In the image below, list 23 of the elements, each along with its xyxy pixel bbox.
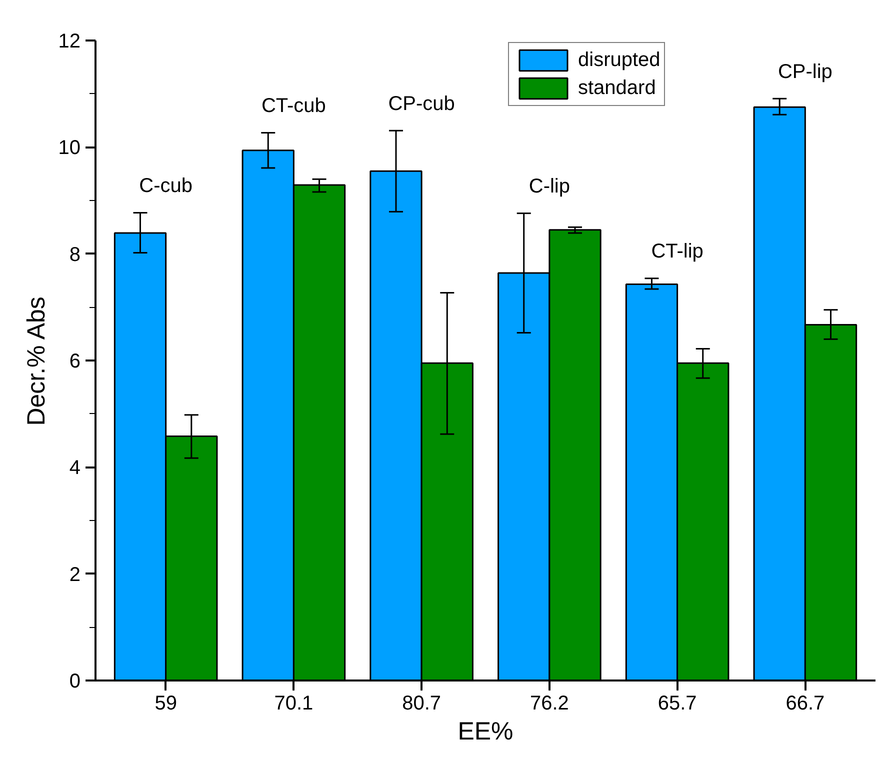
y-tick-label: 12: [58, 30, 81, 52]
legend-label: standard: [578, 76, 656, 100]
x-axis-title: EE%: [458, 718, 514, 746]
x-tick-label: 80.7: [402, 692, 442, 714]
x-tick-label: 76.2: [530, 692, 569, 714]
y-tick-label: 2: [69, 564, 80, 586]
y-axis-title: Decr.% Abs: [22, 296, 50, 426]
annotation: CT-lip: [651, 240, 704, 263]
x-tick-label: 66.7: [786, 692, 825, 714]
y-tick-label: 8: [69, 244, 80, 266]
y-tick-label: 6: [69, 350, 80, 372]
annotation: C-lip: [528, 176, 570, 198]
y-tick-label: 0: [69, 670, 80, 692]
y-tick-label: 4: [69, 457, 80, 480]
y-tick-label: 10: [58, 137, 81, 160]
x-tick-label: 65.7: [658, 692, 697, 714]
annotation: C-cub: [139, 175, 193, 198]
annotation: CT-cub: [261, 95, 326, 118]
annotation: CP-cub: [388, 92, 455, 115]
x-tick-label: 59: [154, 692, 177, 714]
x-tick-label: 70.1: [274, 692, 314, 714]
annotation: CP-lip: [778, 60, 832, 83]
legend-label: disrupted: [578, 48, 660, 72]
